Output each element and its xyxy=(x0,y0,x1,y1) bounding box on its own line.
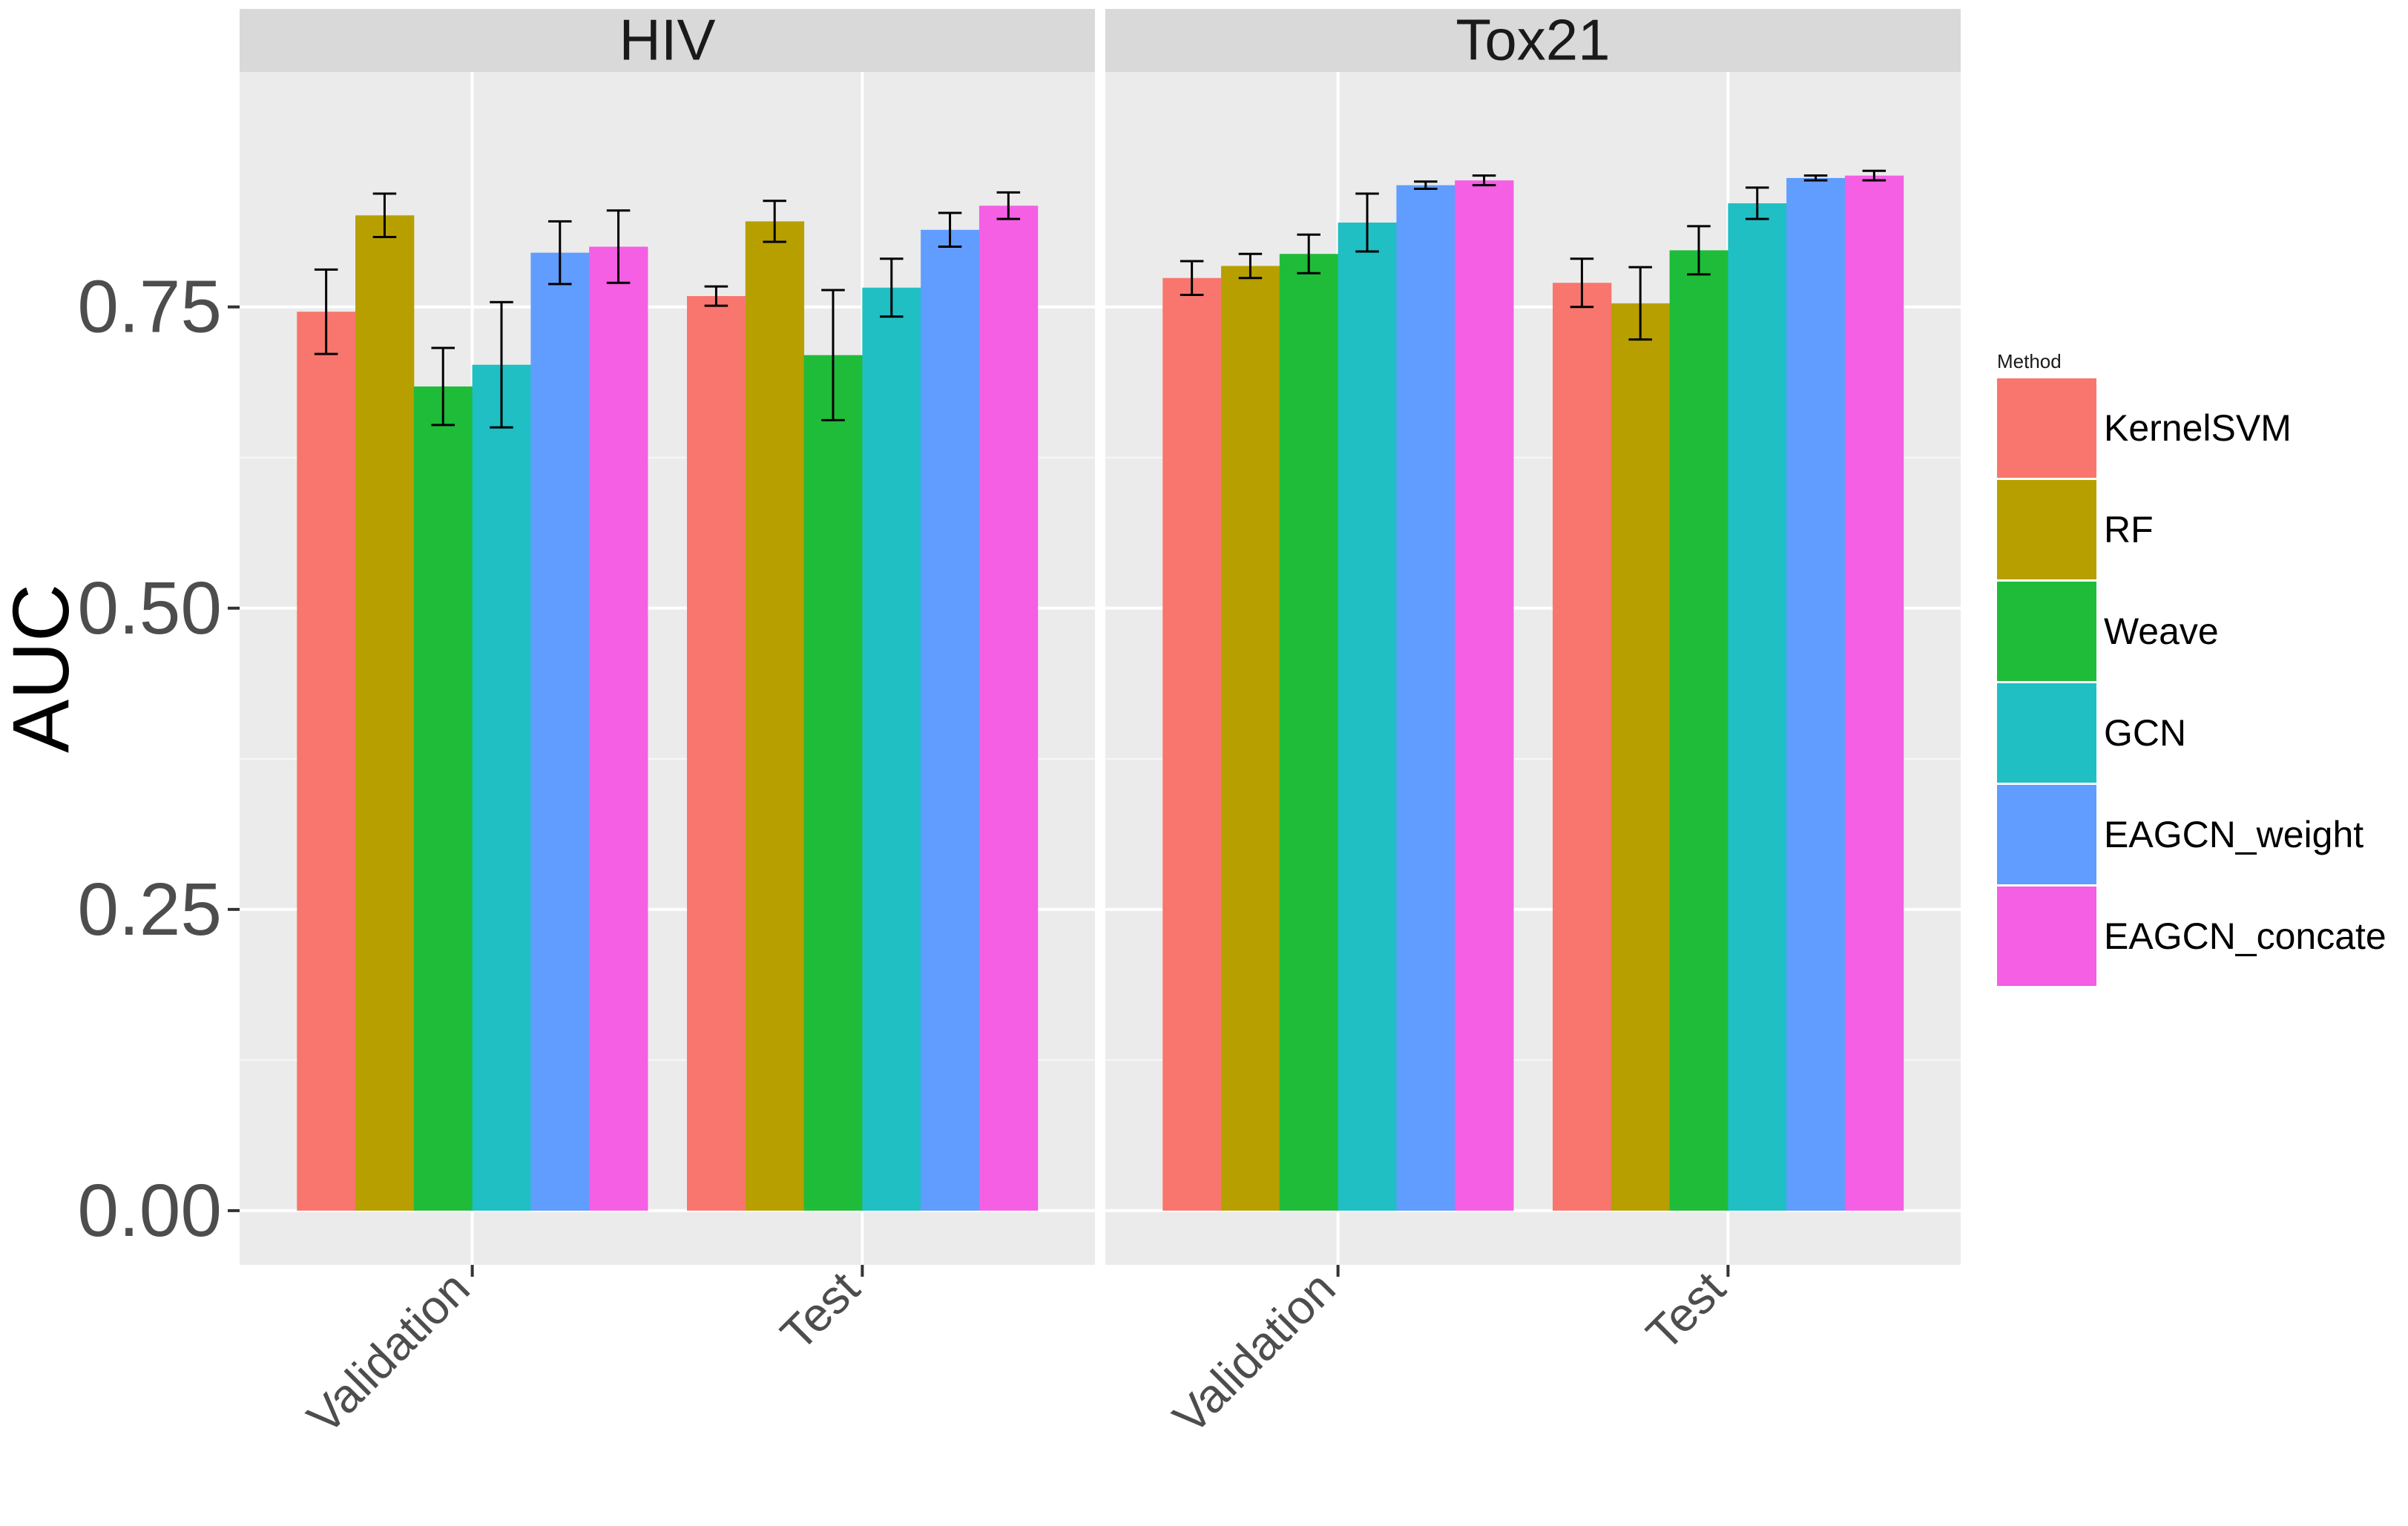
bar xyxy=(413,386,473,1211)
bar xyxy=(355,215,415,1211)
bar xyxy=(1611,303,1671,1211)
bar xyxy=(803,355,863,1211)
facet-strip xyxy=(1105,9,1961,72)
legend-key xyxy=(1997,480,2096,579)
bar xyxy=(1455,180,1514,1211)
bar xyxy=(1279,254,1339,1211)
bar xyxy=(1396,185,1455,1211)
bar xyxy=(1844,175,1904,1211)
y-tick-label: 0.50 xyxy=(77,567,222,650)
bar xyxy=(297,312,356,1211)
facet-strip xyxy=(240,9,1095,72)
legend-label: RF xyxy=(2104,509,2154,550)
legend-key xyxy=(1997,683,2096,783)
bar xyxy=(530,252,590,1211)
legend-key xyxy=(1997,378,2096,478)
bar xyxy=(472,364,531,1211)
bar xyxy=(1221,266,1280,1211)
legend-key xyxy=(1997,582,2096,681)
x-tick-label: Test xyxy=(770,1261,869,1361)
legend-key xyxy=(1997,887,2096,986)
y-tick-label: 0.00 xyxy=(77,1169,222,1252)
bar xyxy=(1786,177,1846,1211)
y-axis-title: AUC xyxy=(0,584,85,753)
facet-title: HIV xyxy=(619,7,715,73)
legend-key xyxy=(1997,785,2096,884)
bar xyxy=(687,296,746,1211)
legend-label: GCN xyxy=(2104,712,2186,754)
bar xyxy=(978,205,1039,1211)
bar xyxy=(1553,283,1612,1211)
legend-label: EAGCN_weight xyxy=(2104,814,2363,855)
legend-label: EAGCN_concate xyxy=(2104,915,2386,957)
bar xyxy=(1728,203,1787,1211)
y-tick-label: 0.25 xyxy=(77,868,222,951)
bar xyxy=(862,287,921,1211)
legend-label: KernelSVM xyxy=(2104,407,2292,449)
legend-label: Weave xyxy=(2104,611,2219,652)
bar xyxy=(1338,223,1397,1211)
facet-title: Tox21 xyxy=(1455,7,1610,73)
x-tick-label: Test xyxy=(1636,1261,1735,1361)
legend-title: Method xyxy=(1997,350,2062,372)
bar xyxy=(1669,250,1728,1211)
bar xyxy=(589,246,648,1211)
x-tick-label: Validation xyxy=(297,1261,479,1444)
y-tick-label: 0.75 xyxy=(77,266,222,349)
bar xyxy=(1162,277,1222,1211)
x-tick-label: Validation xyxy=(1162,1261,1345,1444)
bar xyxy=(745,221,805,1211)
bar xyxy=(921,229,980,1211)
